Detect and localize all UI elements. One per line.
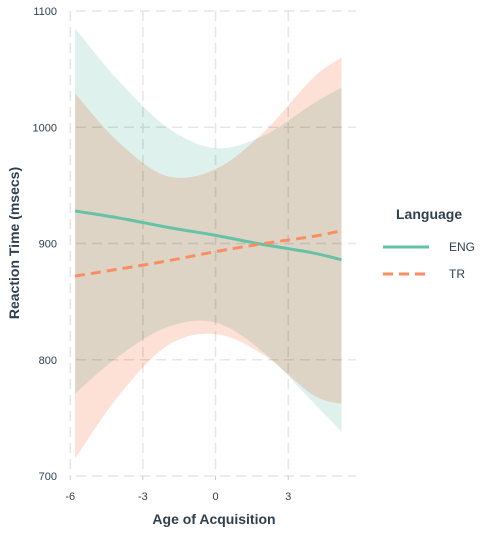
x-tick-label: 0	[212, 491, 218, 503]
x-tick-label: -3	[138, 491, 148, 503]
series-line-tr	[74, 229, 342, 278]
axis-layer: 700 800 900 1000 1100 -6 -3 0 3	[33, 6, 292, 503]
y-tick-label: 1100	[33, 6, 57, 18]
y-tick-label: 1000	[33, 122, 57, 134]
legend-items: ENG TR	[383, 240, 475, 281]
legend: Language ENG TR	[383, 206, 475, 281]
y-axis-title: Reaction Time (msecs)	[6, 167, 22, 319]
line-layer	[74, 209, 342, 278]
y-tick-label: 900	[39, 239, 57, 251]
legend-title: Language	[396, 206, 462, 222]
y-tick-label: 700	[39, 471, 57, 483]
ribbon-tr	[75, 57, 342, 459]
ribbon-layer	[75, 28, 342, 459]
legend-label-eng: ENG	[449, 240, 475, 254]
x-tick-label: -6	[65, 491, 75, 503]
x-tick-label: 3	[285, 491, 291, 503]
series-line-eng	[74, 209, 342, 262]
legend-label-tr: TR	[449, 267, 465, 281]
y-tick-label: 800	[39, 355, 57, 367]
x-axis-title: Age of Acquisition	[152, 511, 275, 527]
